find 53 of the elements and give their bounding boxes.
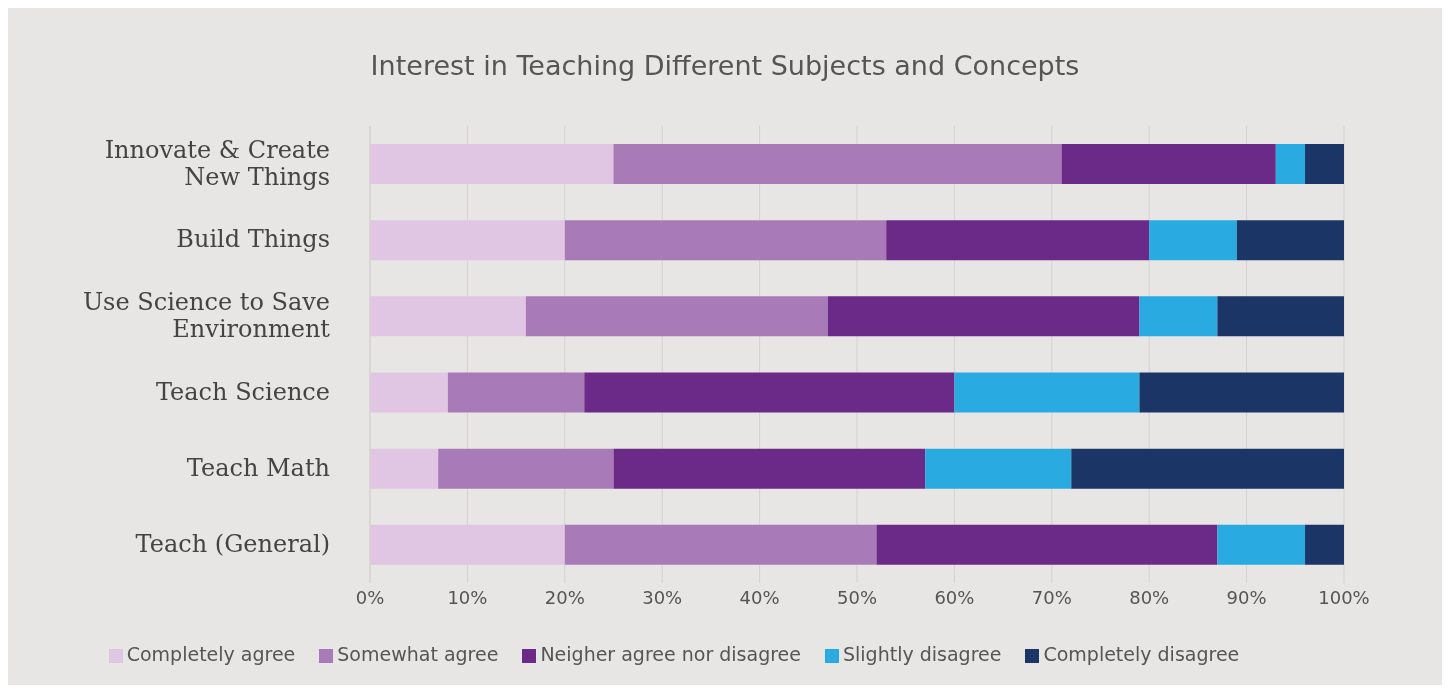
bar [954,372,1140,413]
y-tick-label: Teach Math [186,453,330,482]
bar [1305,144,1344,184]
bar [827,296,1140,337]
legend-label: Neigher agree nor disagree [540,643,801,665]
legend-label: Slightly disagree [842,643,1002,665]
bar [1071,448,1344,489]
bar [370,448,439,489]
y-tick-label: Teach (General) [135,529,330,558]
bar [925,448,1072,489]
bar [613,448,926,489]
bar [1061,144,1276,184]
bar [525,296,828,337]
x-tick-label: 90% [1226,586,1267,608]
bar [438,448,614,489]
x-tick-label: 70% [1031,586,1072,608]
bar [370,144,614,184]
bar [564,524,877,565]
x-tick-label: 0% [355,586,385,608]
x-tick-label: 10% [447,586,488,608]
bar [370,296,526,337]
x-tick-label: 60% [934,586,975,608]
bar [370,220,565,261]
legend-label: Completely disagree [1043,643,1240,665]
legend-label: Completely agree [126,643,296,665]
bar [1149,220,1237,261]
bar [1217,524,1306,565]
bar [613,144,1062,184]
bar [1236,220,1344,261]
y-tick-label: Use Science to Save Environment [82,287,331,343]
x-tick-label: 40% [739,586,780,608]
y-tick-label: Teach Science [155,377,330,406]
bar [876,524,1218,565]
bar [564,220,887,261]
bar [370,372,448,413]
bar [1305,524,1344,565]
bar [1275,144,1306,184]
bar [584,372,955,413]
bar [1217,296,1344,337]
bar [1139,372,1344,413]
bar [1139,296,1218,337]
bar [447,372,585,413]
y-tick-label: Build Things [176,224,330,253]
y-tick-label: Innovate & Create New Things [104,135,330,191]
bar [370,524,565,565]
x-tick-label: 50% [836,586,878,608]
x-tick-label: 80% [1129,586,1170,608]
x-tick-label: 20% [544,586,585,608]
x-tick-label: 100% [1318,586,1370,608]
legend-label: Somewhat agree [337,643,499,665]
bar [886,220,1150,261]
chart-title: Interest in Teaching Different Subjects and Concepts [369,50,1081,81]
x-tick-label: 30% [642,586,683,608]
